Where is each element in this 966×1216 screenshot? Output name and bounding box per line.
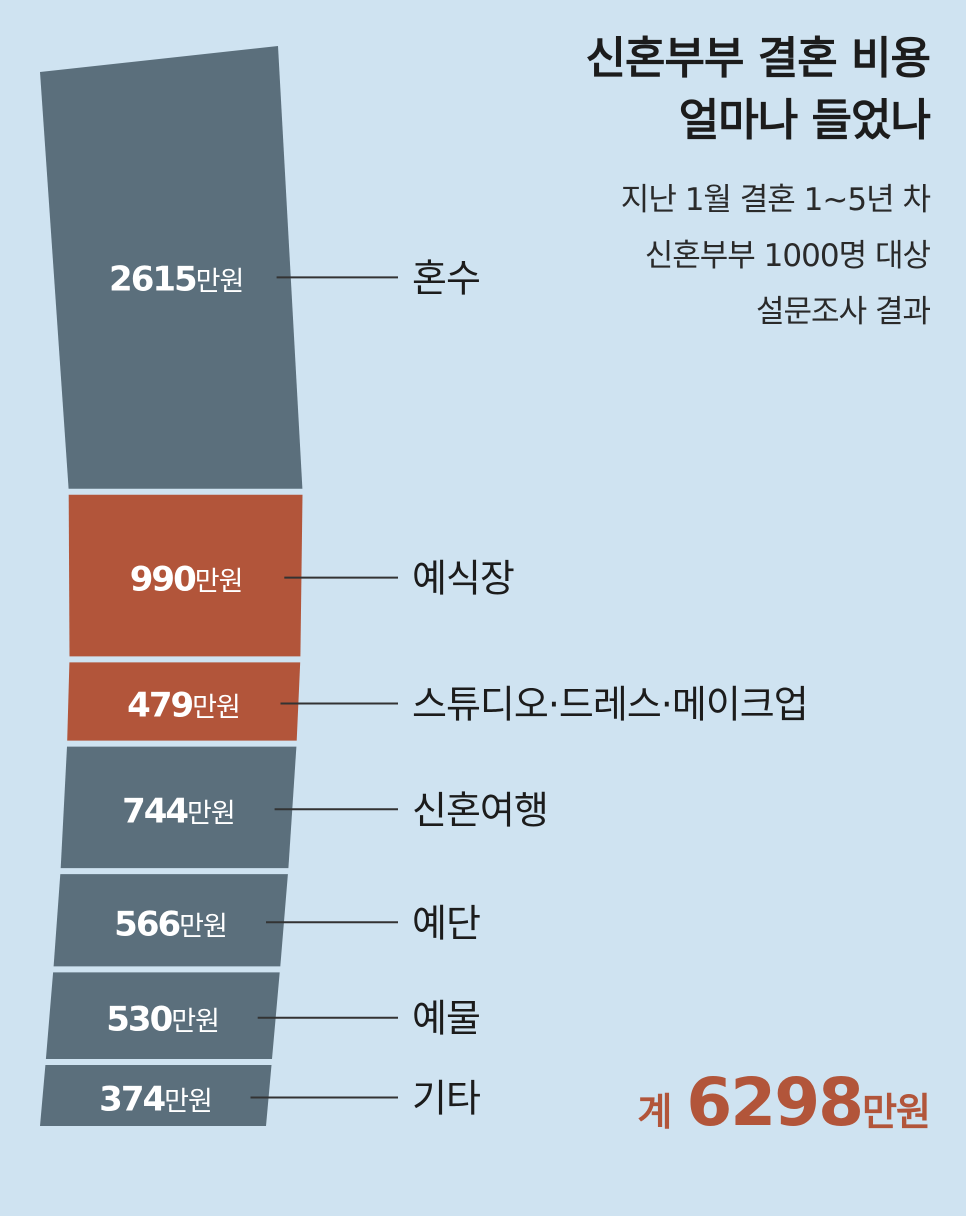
total-label: 계 6298만원: [637, 1064, 931, 1141]
total-prefix: 계: [637, 1090, 673, 1134]
total-unit: 만원: [862, 1090, 931, 1134]
subtitle-line-1: 지난 1월 결혼 1~5년 차: [620, 182, 931, 218]
value-label: 2615만원: [109, 259, 243, 299]
category-label: 혼수: [412, 256, 480, 300]
bar-segment: [40, 46, 303, 489]
category-label: 예물: [412, 997, 480, 1041]
category-label: 스튜디오·드레스·메이크업: [412, 683, 808, 727]
value-label: 744만원: [122, 791, 235, 831]
category-label: 신혼여행: [412, 788, 548, 832]
subtitle-line-2: 신혼부부 1000명 대상: [644, 238, 931, 274]
bar-segment: [67, 662, 301, 741]
bar-segment: [68, 494, 303, 657]
category-label: 예식장: [412, 557, 514, 601]
value-label: 566만원: [114, 904, 227, 944]
category-label: 기타: [412, 1077, 480, 1121]
bar-segment: [45, 972, 280, 1059]
chart-subtitle: 지난 1월 결혼 1~5년 차 신혼부부 1000명 대상 설문조사 결과: [620, 172, 931, 340]
value-label: 374만원: [99, 1080, 212, 1120]
value-label: 530만원: [106, 1000, 219, 1040]
title-line-1: 신혼부부 결혼 비용: [585, 33, 931, 84]
bar-segment: [40, 1065, 272, 1126]
value-label: 479만원: [127, 686, 240, 726]
category-label: 예단: [412, 901, 480, 945]
subtitle-line-3: 설문조사 결과: [756, 294, 931, 330]
bar-segment: [60, 746, 297, 869]
title-line-2: 얼마나 들었나: [678, 95, 931, 146]
chart-title: 신혼부부 결혼 비용 얼마나 들었나: [585, 28, 931, 152]
value-label: 990만원: [130, 560, 243, 600]
bar-segment: [53, 874, 288, 967]
total-value: 6298: [686, 1064, 864, 1141]
